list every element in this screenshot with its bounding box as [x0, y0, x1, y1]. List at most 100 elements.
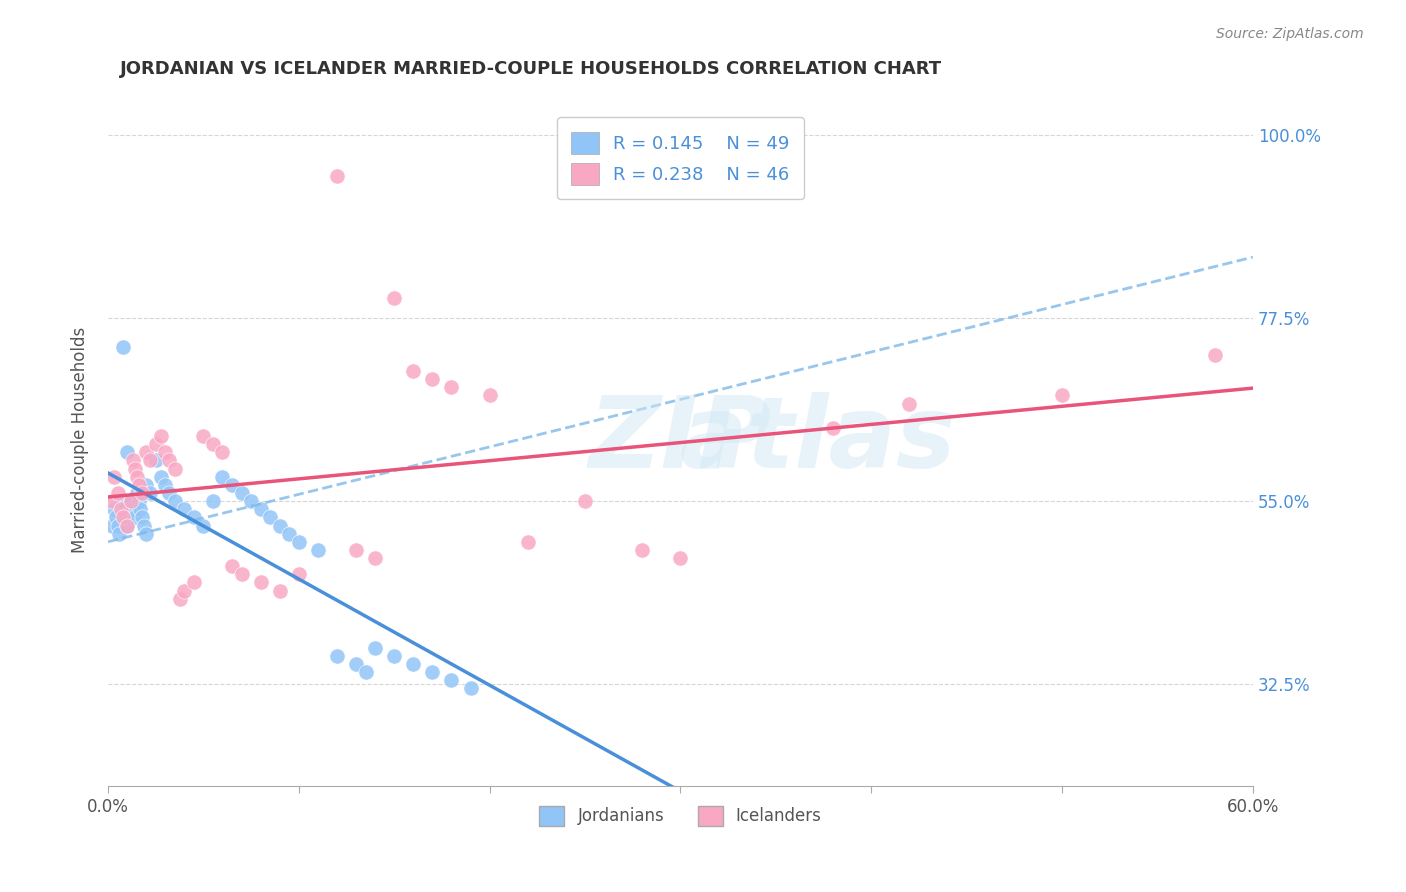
Point [231, 567, 253, 582]
Point [124, 510, 146, 524]
Point [173, 502, 195, 516]
Point [516, 534, 538, 549]
Point [326, 169, 349, 183]
Point [478, 388, 501, 402]
Point [120, 494, 142, 508]
Point [104, 510, 127, 524]
Point [157, 486, 180, 500]
Point [240, 494, 263, 508]
Point [193, 429, 215, 443]
Point [139, 453, 162, 467]
Point [128, 494, 150, 508]
Point [129, 502, 152, 516]
Point [201, 494, 224, 508]
Point [120, 494, 142, 508]
Point [135, 478, 157, 492]
Point [183, 575, 205, 590]
Point [101, 494, 124, 508]
Point [344, 542, 367, 557]
Point [344, 657, 367, 671]
Point [364, 640, 387, 655]
Point [121, 502, 143, 516]
Point [183, 510, 205, 524]
Point [211, 469, 233, 483]
Point [108, 526, 131, 541]
Point [382, 648, 405, 663]
Point [150, 429, 173, 443]
Point [163, 494, 186, 508]
Point [898, 396, 921, 410]
Point [107, 518, 129, 533]
Point [221, 559, 243, 574]
Point [1204, 348, 1226, 362]
Point [278, 526, 301, 541]
Point [288, 534, 311, 549]
Point [135, 445, 157, 459]
Point [121, 453, 143, 467]
Point [103, 469, 125, 483]
Point [402, 657, 425, 671]
Point [574, 494, 596, 508]
Point [134, 518, 156, 533]
Point [307, 542, 329, 557]
Point [823, 421, 845, 435]
Text: JORDANIAN VS ICELANDER MARRIED-COUPLE HOUSEHOLDS CORRELATION CHART: JORDANIAN VS ICELANDER MARRIED-COUPLE HO… [120, 60, 942, 78]
Y-axis label: Married-couple Households: Married-couple Households [72, 327, 89, 553]
Point [114, 510, 136, 524]
Point [112, 340, 135, 354]
Legend: Jordanians, Icelanders: Jordanians, Icelanders [533, 799, 828, 833]
Point [125, 469, 148, 483]
Point [155, 445, 177, 459]
Point [128, 478, 150, 492]
Point [288, 567, 311, 582]
Point [125, 486, 148, 500]
Point [145, 437, 167, 451]
Point [150, 469, 173, 483]
Point [131, 510, 153, 524]
Point [249, 502, 271, 516]
Point [163, 461, 186, 475]
Point [221, 478, 243, 492]
Point [103, 502, 125, 516]
Point [101, 518, 124, 533]
Point [440, 380, 463, 394]
Point [440, 673, 463, 687]
Text: Source: ZipAtlas.com: Source: ZipAtlas.com [1216, 27, 1364, 41]
Point [124, 461, 146, 475]
Point [110, 494, 132, 508]
Point [249, 575, 271, 590]
Point [422, 665, 444, 679]
Point [193, 518, 215, 533]
Point [157, 453, 180, 467]
Point [131, 486, 153, 500]
Point [631, 542, 654, 557]
Point [201, 437, 224, 451]
Point [269, 518, 291, 533]
Point [382, 291, 405, 305]
Point [107, 486, 129, 500]
Point [135, 526, 157, 541]
Point [173, 583, 195, 598]
Point [326, 648, 349, 663]
Point [259, 510, 281, 524]
Point [169, 591, 191, 606]
Point [354, 665, 377, 679]
Point [1050, 388, 1073, 402]
Point [145, 453, 167, 467]
Point [112, 510, 135, 524]
Point [231, 486, 253, 500]
Point [364, 551, 387, 566]
Point [669, 551, 692, 566]
Text: atlas: atlas [679, 392, 956, 489]
Point [115, 445, 138, 459]
Point [115, 518, 138, 533]
Point [402, 364, 425, 378]
Point [115, 518, 138, 533]
Point [110, 502, 132, 516]
Point [211, 445, 233, 459]
Text: ZIP: ZIP [589, 392, 772, 489]
Point [269, 583, 291, 598]
Point [422, 372, 444, 386]
Point [155, 478, 177, 492]
Point [460, 681, 482, 696]
